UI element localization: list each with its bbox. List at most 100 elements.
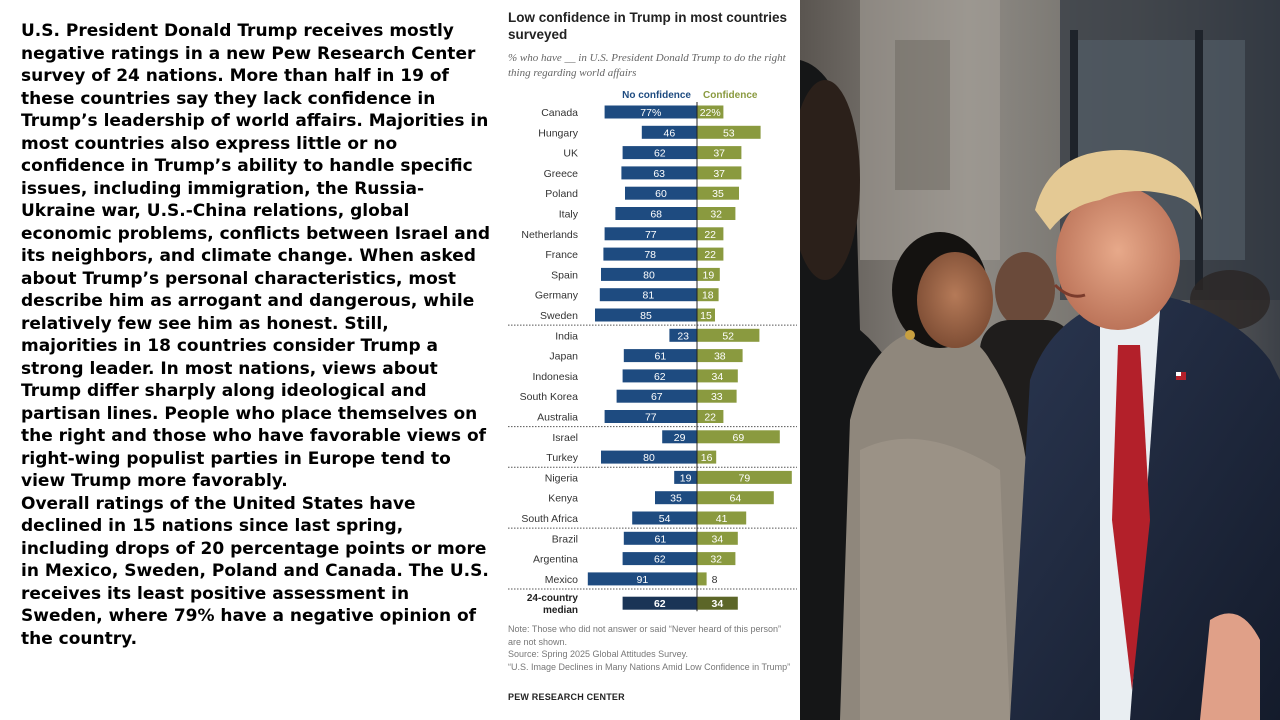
bar-confidence	[697, 288, 719, 302]
bar-no-confidence	[655, 491, 697, 505]
bar-median-confidence	[697, 596, 738, 610]
bar-confidence	[697, 430, 780, 444]
country-label: UK	[563, 148, 578, 160]
chart-title: Low confidence in Trump in most countrie…	[508, 10, 788, 42]
country-label: Greece	[544, 168, 579, 180]
value-label-no-confidence: 77	[645, 229, 657, 241]
median-label-line2: median	[543, 605, 578, 616]
value-label-confidence: 35	[712, 188, 724, 200]
bar-no-confidence	[662, 430, 697, 444]
value-label-no-confidence: 81	[643, 290, 655, 302]
chart-report-title: “U.S. Image Declines in Many Nations Ami…	[508, 661, 791, 672]
bar-no-confidence	[632, 511, 697, 525]
country-label: Germany	[535, 290, 579, 302]
bar-no-confidence	[623, 349, 697, 363]
value-label-confidence: 8	[712, 574, 718, 586]
value-label-confidence: 22	[704, 229, 716, 241]
value-label-confidence: 38	[714, 351, 726, 363]
street-scene-photo	[800, 0, 1280, 720]
bar-confidence	[697, 186, 739, 200]
bar-confidence	[697, 328, 760, 342]
country-label: Canada	[541, 107, 578, 119]
value-label-no-confidence: 68	[650, 209, 662, 221]
value-label-confidence: 32	[710, 209, 722, 221]
value-label-no-confidence: 62	[654, 371, 666, 383]
country-label: Nigeria	[545, 472, 578, 484]
country-label: Hungary	[538, 127, 578, 139]
bar-confidence	[697, 511, 747, 525]
bar-no-confidence	[669, 328, 697, 342]
value-label-confidence: 69	[733, 432, 745, 444]
value-label-confidence: 22%	[700, 107, 721, 119]
value-label-no-confidence: 85	[640, 310, 652, 322]
country-label: Mexico	[545, 574, 578, 586]
bar-confidence	[697, 470, 792, 484]
country-label: Italy	[559, 209, 579, 221]
country-label: Netherlands	[521, 229, 578, 241]
value-label-no-confidence: 62	[654, 148, 666, 160]
value-label-confidence: 34	[712, 533, 724, 545]
country-label: South Korea	[520, 391, 579, 403]
value-label-median-no-confidence: 62	[654, 598, 666, 610]
country-label: Japan	[549, 351, 578, 363]
bar-no-confidence	[622, 369, 697, 383]
pew-logo-text: PEW RESEARCH CENTER	[508, 692, 625, 702]
bar-confidence	[697, 308, 715, 322]
legend-no-confidence: No confidence	[622, 90, 691, 101]
bar-confidence	[697, 166, 742, 180]
value-label-confidence: 52	[722, 330, 734, 342]
value-label-confidence: 19	[703, 269, 715, 281]
country-label: Spain	[551, 269, 578, 281]
bar-no-confidence	[622, 146, 697, 160]
chart-subtitle: % who have __ in U.S. President Donald T…	[508, 52, 786, 79]
bar-no-confidence	[621, 166, 697, 180]
bar-no-confidence	[601, 450, 697, 464]
chart-source: Source: Spring 2025 Global Attitudes Sur…	[508, 649, 688, 659]
bar-no-confidence	[604, 105, 697, 119]
bar-no-confidence	[625, 186, 697, 200]
country-label: Turkey	[546, 452, 578, 464]
bar-no-confidence	[604, 227, 697, 241]
value-label-no-confidence: 78	[644, 249, 656, 261]
country-label: Indonesia	[532, 371, 578, 383]
value-label-confidence: 16	[701, 452, 713, 464]
bar-confidence	[697, 227, 724, 241]
article-paragraph-2: Overall ratings of the United States hav…	[21, 493, 489, 649]
value-label-no-confidence: 77%	[640, 107, 661, 119]
value-label-confidence: 79	[739, 472, 751, 484]
article-body: U.S. President Donald Trump receives mos…	[21, 20, 491, 650]
bar-no-confidence	[641, 125, 697, 139]
bar-confidence	[697, 572, 707, 586]
bar-confidence	[697, 247, 724, 261]
value-label-confidence: 32	[710, 554, 722, 566]
bar-no-confidence	[674, 470, 697, 484]
bar-confidence	[697, 491, 774, 505]
bar-confidence	[697, 410, 724, 423]
bar-confidence	[697, 207, 736, 220]
value-label-confidence: 37	[713, 168, 725, 180]
chart-notes: Note: Those who did not answer or said “…	[508, 623, 793, 673]
bar-confidence	[697, 369, 738, 383]
value-label-no-confidence: 54	[659, 513, 671, 525]
bar-confidence	[697, 531, 738, 545]
pew-chart: Low confidence in Trump in most countrie…	[500, 0, 800, 720]
country-label: Kenya	[548, 493, 578, 505]
bar-no-confidence	[595, 308, 697, 322]
country-label: Argentina	[533, 554, 578, 566]
value-label-no-confidence: 91	[637, 574, 649, 586]
legend-confidence: Confidence	[703, 90, 758, 101]
value-label-confidence: 18	[702, 290, 714, 302]
value-label-no-confidence: 60	[655, 188, 667, 200]
bar-confidence	[697, 389, 737, 403]
article-paragraph-1: U.S. President Donald Trump receives mos…	[21, 21, 491, 491]
bar-no-confidence	[587, 572, 697, 586]
value-label-confidence: 22	[704, 412, 716, 424]
bar-no-confidence	[623, 531, 697, 545]
value-label-no-confidence: 80	[643, 269, 655, 281]
country-label: Poland	[545, 188, 578, 200]
value-label-confidence: 22	[704, 249, 716, 261]
country-label: Brazil	[552, 533, 578, 545]
value-label-confidence: 37	[713, 148, 725, 160]
bar-confidence	[697, 267, 720, 281]
country-label: South Africa	[521, 513, 578, 525]
